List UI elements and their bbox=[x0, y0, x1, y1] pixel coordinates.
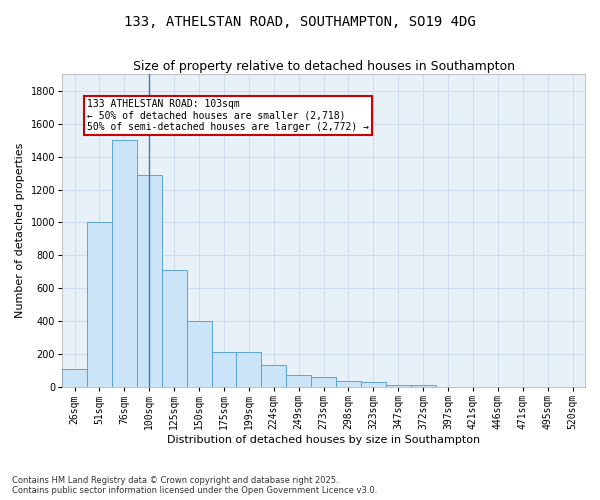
Bar bbox=[336, 380, 361, 388]
Bar bbox=[286, 375, 311, 388]
Bar bbox=[386, 385, 411, 388]
Bar bbox=[112, 140, 137, 388]
Bar bbox=[212, 352, 236, 388]
X-axis label: Distribution of detached houses by size in Southampton: Distribution of detached houses by size … bbox=[167, 435, 480, 445]
Bar bbox=[236, 352, 262, 388]
Bar bbox=[87, 222, 112, 388]
Bar bbox=[187, 322, 212, 388]
Bar bbox=[137, 174, 162, 388]
Bar bbox=[311, 376, 336, 388]
Bar bbox=[262, 365, 286, 388]
Text: 133 ATHELSTAN ROAD: 103sqm
← 50% of detached houses are smaller (2,718)
50% of s: 133 ATHELSTAN ROAD: 103sqm ← 50% of deta… bbox=[87, 99, 369, 132]
Bar bbox=[361, 382, 386, 388]
Text: 133, ATHELSTAN ROAD, SOUTHAMPTON, SO19 4DG: 133, ATHELSTAN ROAD, SOUTHAMPTON, SO19 4… bbox=[124, 15, 476, 29]
Bar bbox=[62, 369, 87, 388]
Text: Contains HM Land Registry data © Crown copyright and database right 2025.
Contai: Contains HM Land Registry data © Crown c… bbox=[12, 476, 377, 495]
Bar bbox=[162, 270, 187, 388]
Bar bbox=[411, 385, 436, 388]
Title: Size of property relative to detached houses in Southampton: Size of property relative to detached ho… bbox=[133, 60, 515, 73]
Y-axis label: Number of detached properties: Number of detached properties bbox=[15, 143, 25, 318]
